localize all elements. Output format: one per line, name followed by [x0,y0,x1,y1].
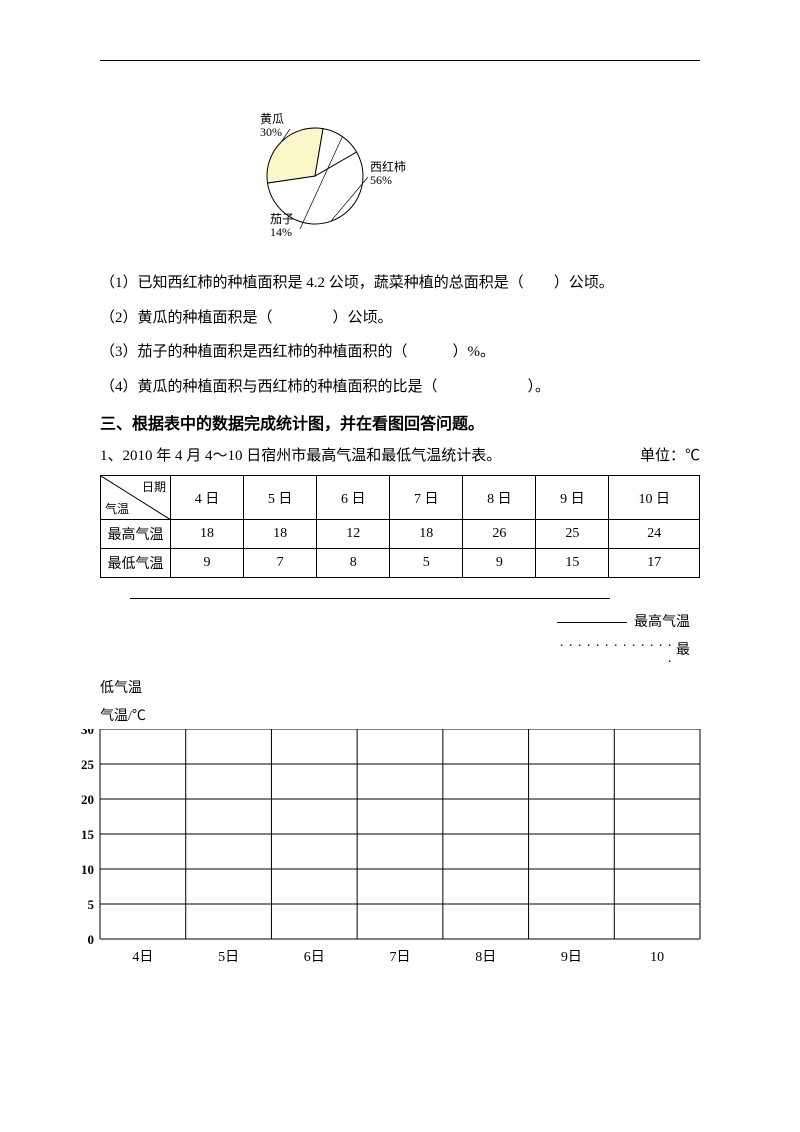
cell: 25 [536,520,609,549]
cell: 26 [463,520,536,549]
table-corner-cell: 日期 气温 [101,476,171,520]
col-header: 8 日 [463,476,536,520]
table-header-row: 日期 气温 4 日 5 日 6 日 7 日 8 日 9 日 10 日 [101,476,700,520]
svg-text:25: 25 [81,757,95,772]
svg-text:9日: 9日 [561,950,582,965]
cell: 9 [171,549,244,578]
svg-text:10: 10 [81,862,94,877]
cell: 5 [390,549,463,578]
svg-text:黄瓜: 黄瓜 [260,112,284,126]
legend-high: 最高气温 [100,611,700,631]
table-row: 最低气温 9 7 8 5 9 15 17 [101,549,700,578]
corner-top-label: 日期 [142,478,166,495]
cell: 8 [317,549,390,578]
cell: 24 [609,520,700,549]
chart-title-rule [130,598,610,599]
svg-text:5: 5 [88,897,95,912]
legend-low-char: 最 [676,643,690,658]
question-3: （3）茄子的种植面积是西红柿的种植面积的（ ）%。 [100,340,700,366]
svg-text:4日: 4日 [132,950,153,965]
question-4: （4）黄瓜的种植面积与西红柿的种植面积的比是（ ）。 [100,375,700,401]
cell: 17 [609,549,700,578]
cell: 7 [244,549,317,578]
legend-high-label: 最高气温 [634,615,690,630]
legend-low-prefix: . . . . . . . . . . . . . . 最 [100,635,700,667]
question-2: （2）黄瓜的种植面积是（ ）公顷。 [100,306,700,332]
y-axis-label: 气温/℃ [100,705,700,725]
svg-text:15: 15 [81,827,95,842]
col-header: 9 日 [536,476,609,520]
blank-chart: 30 25 20 15 10 5 0 4日 5日 6日 7日 8日 9日 10 [60,729,700,989]
table-intro: 1、2010 年 4 月 4～10 日宿州市最高气温和最低气温统计表。 [100,448,501,464]
section-title: 三、根据表中的数据完成统计图，并在看图回答问题。 [100,410,700,434]
row-label: 最高气温 [101,520,171,549]
unit-label: 单位：℃ [640,444,700,465]
svg-text:56%: 56% [370,173,392,187]
col-header: 10 日 [609,476,700,520]
cell: 9 [463,549,536,578]
cell: 18 [171,520,244,549]
svg-text:30: 30 [81,729,94,737]
corner-bottom-label: 气温 [105,500,129,517]
question-1: （1）已知西红柿的种植面积是 4.2 公顷，蔬菜种植的总面积是（ ）公顷。 [100,271,700,297]
col-header: 4 日 [171,476,244,520]
table-row: 最高气温 18 18 12 18 26 25 24 [101,520,700,549]
legend-low-rest: 低气温 [100,677,700,697]
svg-text:0: 0 [88,932,95,947]
svg-text:5日: 5日 [218,950,239,965]
pie-chart: 西红柿56% 黄瓜30% 茄子14% [190,111,450,241]
questions-block: （1）已知西红柿的种植面积是 4.2 公顷，蔬菜种植的总面积是（ ）公顷。 （2… [100,271,700,400]
svg-text:20: 20 [81,792,94,807]
top-rule [100,60,700,61]
svg-text:7日: 7日 [390,950,411,965]
col-header: 5 日 [244,476,317,520]
cell: 18 [244,520,317,549]
svg-text:6日: 6日 [304,950,325,965]
temperature-table: 日期 气温 4 日 5 日 6 日 7 日 8 日 9 日 10 日 最高气温 … [100,475,700,578]
row-label: 最低气温 [101,549,171,578]
cell: 18 [390,520,463,549]
svg-text:10: 10 [650,950,664,965]
svg-text:8日: 8日 [475,950,496,965]
legend-block: 最高气温 . . . . . . . . . . . . . . 最 [100,598,700,667]
col-header: 7 日 [390,476,463,520]
cell: 15 [536,549,609,578]
cell: 12 [317,520,390,549]
table-intro-line: 1、2010 年 4 月 4～10 日宿州市最高气温和最低气温统计表。 单位：℃ [100,444,700,465]
svg-text:30%: 30% [260,125,282,139]
col-header: 6 日 [317,476,390,520]
svg-text:西红柿: 西红柿 [370,159,406,174]
svg-text:14%: 14% [270,225,292,239]
svg-text:茄子: 茄子 [270,212,294,226]
legend-solid-line [557,622,627,623]
legend-dotted-line: . . . . . . . . . . . . . . [553,635,673,667]
